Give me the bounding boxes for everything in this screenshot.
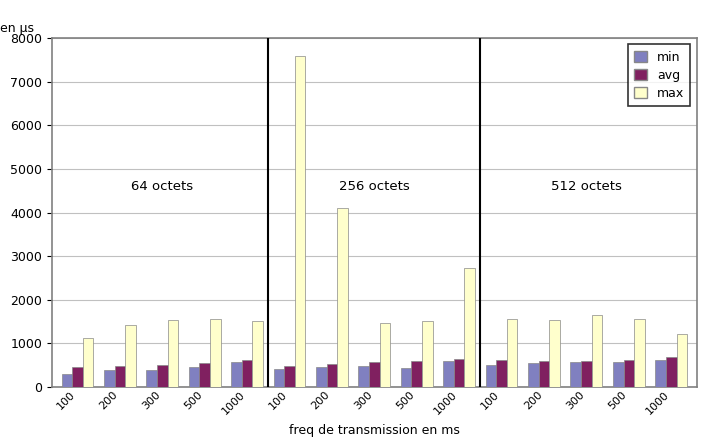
Bar bbox=[369, 362, 380, 387]
Bar bbox=[295, 56, 305, 387]
Bar bbox=[326, 364, 337, 387]
Bar bbox=[677, 334, 687, 387]
Bar bbox=[623, 360, 634, 387]
Text: 256 octets: 256 octets bbox=[339, 180, 410, 193]
Bar bbox=[200, 363, 210, 387]
Bar bbox=[104, 371, 115, 387]
Bar bbox=[528, 363, 539, 387]
Bar bbox=[570, 362, 581, 387]
Bar bbox=[242, 360, 252, 387]
Bar bbox=[72, 368, 82, 387]
Bar bbox=[613, 362, 623, 387]
Bar bbox=[380, 323, 391, 387]
Bar bbox=[591, 315, 602, 387]
Bar bbox=[539, 361, 549, 387]
Bar bbox=[666, 357, 677, 387]
Bar bbox=[168, 320, 178, 387]
Bar bbox=[496, 360, 507, 387]
Bar bbox=[61, 374, 72, 387]
Legend: min, avg, max: min, avg, max bbox=[628, 44, 690, 106]
Bar bbox=[454, 359, 465, 387]
Bar bbox=[189, 367, 200, 387]
Bar bbox=[115, 366, 125, 387]
Bar bbox=[358, 366, 369, 387]
Bar bbox=[337, 208, 348, 387]
Bar bbox=[549, 320, 560, 387]
Bar bbox=[443, 361, 454, 387]
Bar bbox=[125, 325, 136, 387]
Text: 512 octets: 512 octets bbox=[551, 180, 622, 193]
Bar bbox=[507, 319, 517, 387]
Bar bbox=[284, 366, 295, 387]
Bar bbox=[157, 365, 168, 387]
Bar bbox=[634, 319, 644, 387]
Bar bbox=[401, 368, 412, 387]
Bar bbox=[210, 319, 221, 387]
Bar bbox=[581, 361, 591, 387]
Bar bbox=[147, 371, 157, 387]
Bar bbox=[465, 268, 475, 387]
Bar bbox=[82, 338, 93, 387]
Text: en µs: en µs bbox=[1, 22, 35, 35]
Bar bbox=[231, 362, 242, 387]
X-axis label: freq de transmission en ms: freq de transmission en ms bbox=[289, 424, 460, 437]
Bar bbox=[252, 321, 263, 387]
Bar bbox=[486, 365, 496, 387]
Text: 64 octets: 64 octets bbox=[131, 180, 193, 193]
Bar bbox=[422, 321, 433, 387]
Bar bbox=[274, 369, 284, 387]
Bar bbox=[656, 360, 666, 387]
Bar bbox=[412, 361, 422, 387]
Bar bbox=[316, 368, 326, 387]
